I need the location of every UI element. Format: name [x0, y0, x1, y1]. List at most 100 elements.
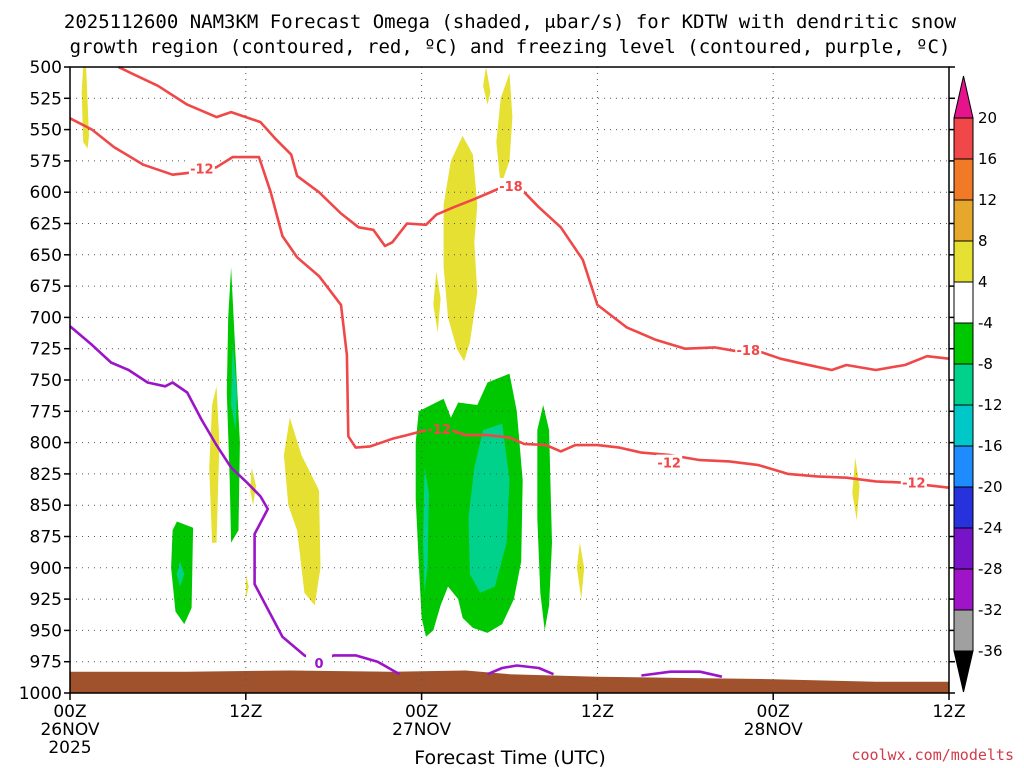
ground-surface [70, 670, 949, 693]
contour-label--12b: -12 [657, 457, 681, 472]
colorbar-label-7: -8 [978, 355, 993, 373]
contour--18 [117, 65, 950, 372]
y-tick-label-900: 900 [30, 559, 62, 579]
y-tick-label-500: 500 [30, 58, 62, 78]
source-credit: coolwx.com/modelts [851, 746, 1014, 764]
omega-region-3 [496, 73, 513, 186]
y-tick-label-925: 925 [30, 590, 62, 610]
colorbar-label-12: -28 [978, 560, 1003, 578]
chart-title-line-2: growth region (contoured, red, ºC) and f… [70, 36, 951, 58]
colorbar-label-5: 4 [978, 273, 988, 291]
contour-label--12: -12 [190, 162, 214, 177]
x-tick-label-48-1: 00Z [757, 702, 790, 722]
y-tick-label-525: 525 [30, 89, 62, 109]
contour-label-0: 0 [315, 657, 324, 672]
contour-0b [486, 664, 555, 676]
colorbar-label-1: 20 [978, 109, 997, 127]
omega-shading [81, 67, 860, 637]
y-axis-ticks: 500 525 550 575 600 625 650 675 700 725 750 775 800 8… [19, 58, 955, 704]
contour-0c [641, 670, 723, 678]
y-tick-label-750: 750 [30, 371, 62, 391]
colorbar-label-3: 12 [978, 191, 997, 209]
omega-region-18 [423, 467, 429, 593]
x-tick-label-24-2: 27NOV [392, 720, 451, 740]
y-tick-label-775: 775 [30, 402, 62, 422]
colorbar-label-2: 16 [978, 150, 997, 168]
colorbar-arrow-top [953, 75, 974, 119]
contour-label-bg-0 [306, 654, 333, 670]
contour-label-bg--12b [656, 454, 683, 470]
x-tick-label-12-1: 12Z [229, 702, 262, 722]
colorbar-label-14: -36 [978, 642, 1003, 660]
colorbar-swatch-12 [953, 568, 974, 611]
y-tick-label-600: 600 [30, 183, 62, 203]
colorbar-label-9: -16 [978, 437, 1003, 455]
omega-region-19 [468, 423, 510, 593]
contour-label-bg--18b [735, 341, 762, 357]
omega-region-11 [852, 457, 860, 521]
omega-region-8 [250, 467, 257, 506]
x-tick-label-36-1: 12Z [581, 702, 614, 722]
x-tick-label-0-2: 26NOV [40, 720, 99, 740]
colorbar-swatch-2 [953, 158, 974, 201]
colorbar-swatch-11 [953, 527, 974, 570]
contour-label-bg--12d [426, 420, 453, 436]
colorbar-swatch-7 [953, 363, 974, 406]
contour-label-bg--12 [188, 160, 215, 176]
contour-label--18b: -18 [737, 344, 761, 359]
chart-title-line-1: 2025112600 NAM3KM Forecast Omega (shaded… [64, 11, 957, 33]
omega-region-5 [433, 271, 441, 333]
ground-layer [70, 670, 949, 693]
colorbar-swatch-4 [953, 240, 974, 283]
colorbar-label-4: 8 [978, 232, 988, 250]
y-tick-label-575: 575 [30, 152, 62, 172]
omega-region-7 [283, 417, 321, 606]
y-tick-label-825: 825 [30, 465, 62, 485]
colorbar-swatch-9 [953, 445, 974, 488]
colorbar-swatch-10 [953, 486, 974, 529]
omega-region-2 [483, 67, 491, 105]
contour-label-bg--18 [497, 177, 524, 193]
colorbar-swatch-1 [953, 117, 974, 160]
y-tick-label-875: 875 [30, 528, 62, 548]
omega-region-15 [537, 405, 552, 631]
colorbar-label-6: -4 [978, 314, 993, 332]
contour-labels: -12 -12 -12 -12 -18 -18 0 [188, 160, 927, 672]
colorbar-label-8: -12 [978, 396, 1003, 414]
y-tick-label-800: 800 [30, 434, 62, 454]
colorbar-swatch-5 [953, 281, 974, 324]
x-tick-label-24-1: 00Z [405, 702, 438, 722]
colorbar-swatch-8 [953, 404, 974, 447]
omega-region-10 [576, 542, 585, 600]
omega-region-4 [443, 135, 478, 362]
x-axis-label: Forecast Time (UTC) [414, 747, 605, 768]
y-tick-label-850: 850 [30, 496, 62, 516]
x-tick-label-0-1: 00Z [53, 702, 86, 722]
y-tick-label-700: 700 [30, 308, 62, 328]
y-tick-label-650: 650 [30, 246, 62, 266]
contour-label--12d: -12 [427, 423, 451, 438]
y-tick-label-725: 725 [30, 340, 62, 360]
x-tick-label-48-2: 28NOV [744, 720, 803, 740]
colorbar-swatch-6 [953, 322, 974, 365]
omega-region-16 [231, 342, 237, 431]
omega-region-9 [245, 574, 249, 600]
contour-label--18: -18 [499, 180, 523, 195]
omega-region-6 [209, 386, 220, 543]
colorbar: 20 16 12 8 4 -4 -8 -12 -16 -20 -24 -28 -32 -36 [953, 75, 1003, 693]
x-tick-label-0-3: 2025 [48, 738, 91, 758]
contour-label--12c: -12 [902, 477, 926, 492]
colorbar-arrow-bottom [953, 650, 974, 693]
y-tick-label-675: 675 [30, 277, 62, 297]
colorbar-label-10: -20 [978, 478, 1003, 496]
y-tick-label-550: 550 [30, 121, 62, 141]
colorbar-swatch-3 [953, 199, 974, 242]
contour-label-bg--12c [900, 474, 927, 490]
y-tick-label-975: 975 [30, 653, 62, 673]
y-tick-label-1000: 1000 [19, 684, 62, 704]
colorbar-label-11: -24 [978, 519, 1003, 537]
colorbar-label-13: -32 [978, 601, 1003, 619]
colorbar-swatch-13 [953, 609, 974, 652]
